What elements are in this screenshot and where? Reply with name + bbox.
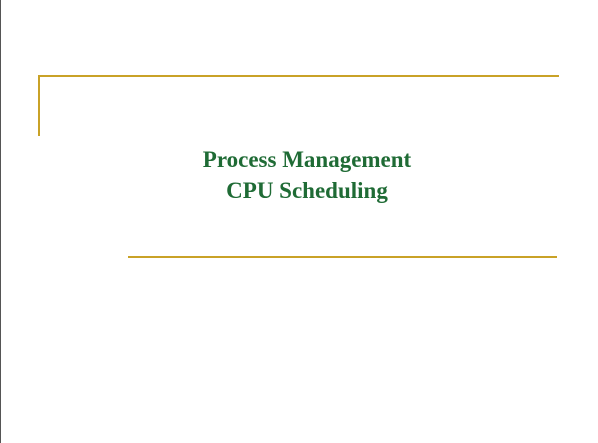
top-accent-rule [38, 75, 559, 77]
bottom-accent-rule [128, 256, 557, 258]
left-accent-rule [38, 75, 40, 136]
slide-title: Process Management CPU Scheduling [150, 144, 464, 206]
title-line-1: Process Management [202, 147, 412, 172]
title-line-2: CPU Scheduling [226, 178, 388, 203]
slide-frame-border [0, 0, 1, 443]
